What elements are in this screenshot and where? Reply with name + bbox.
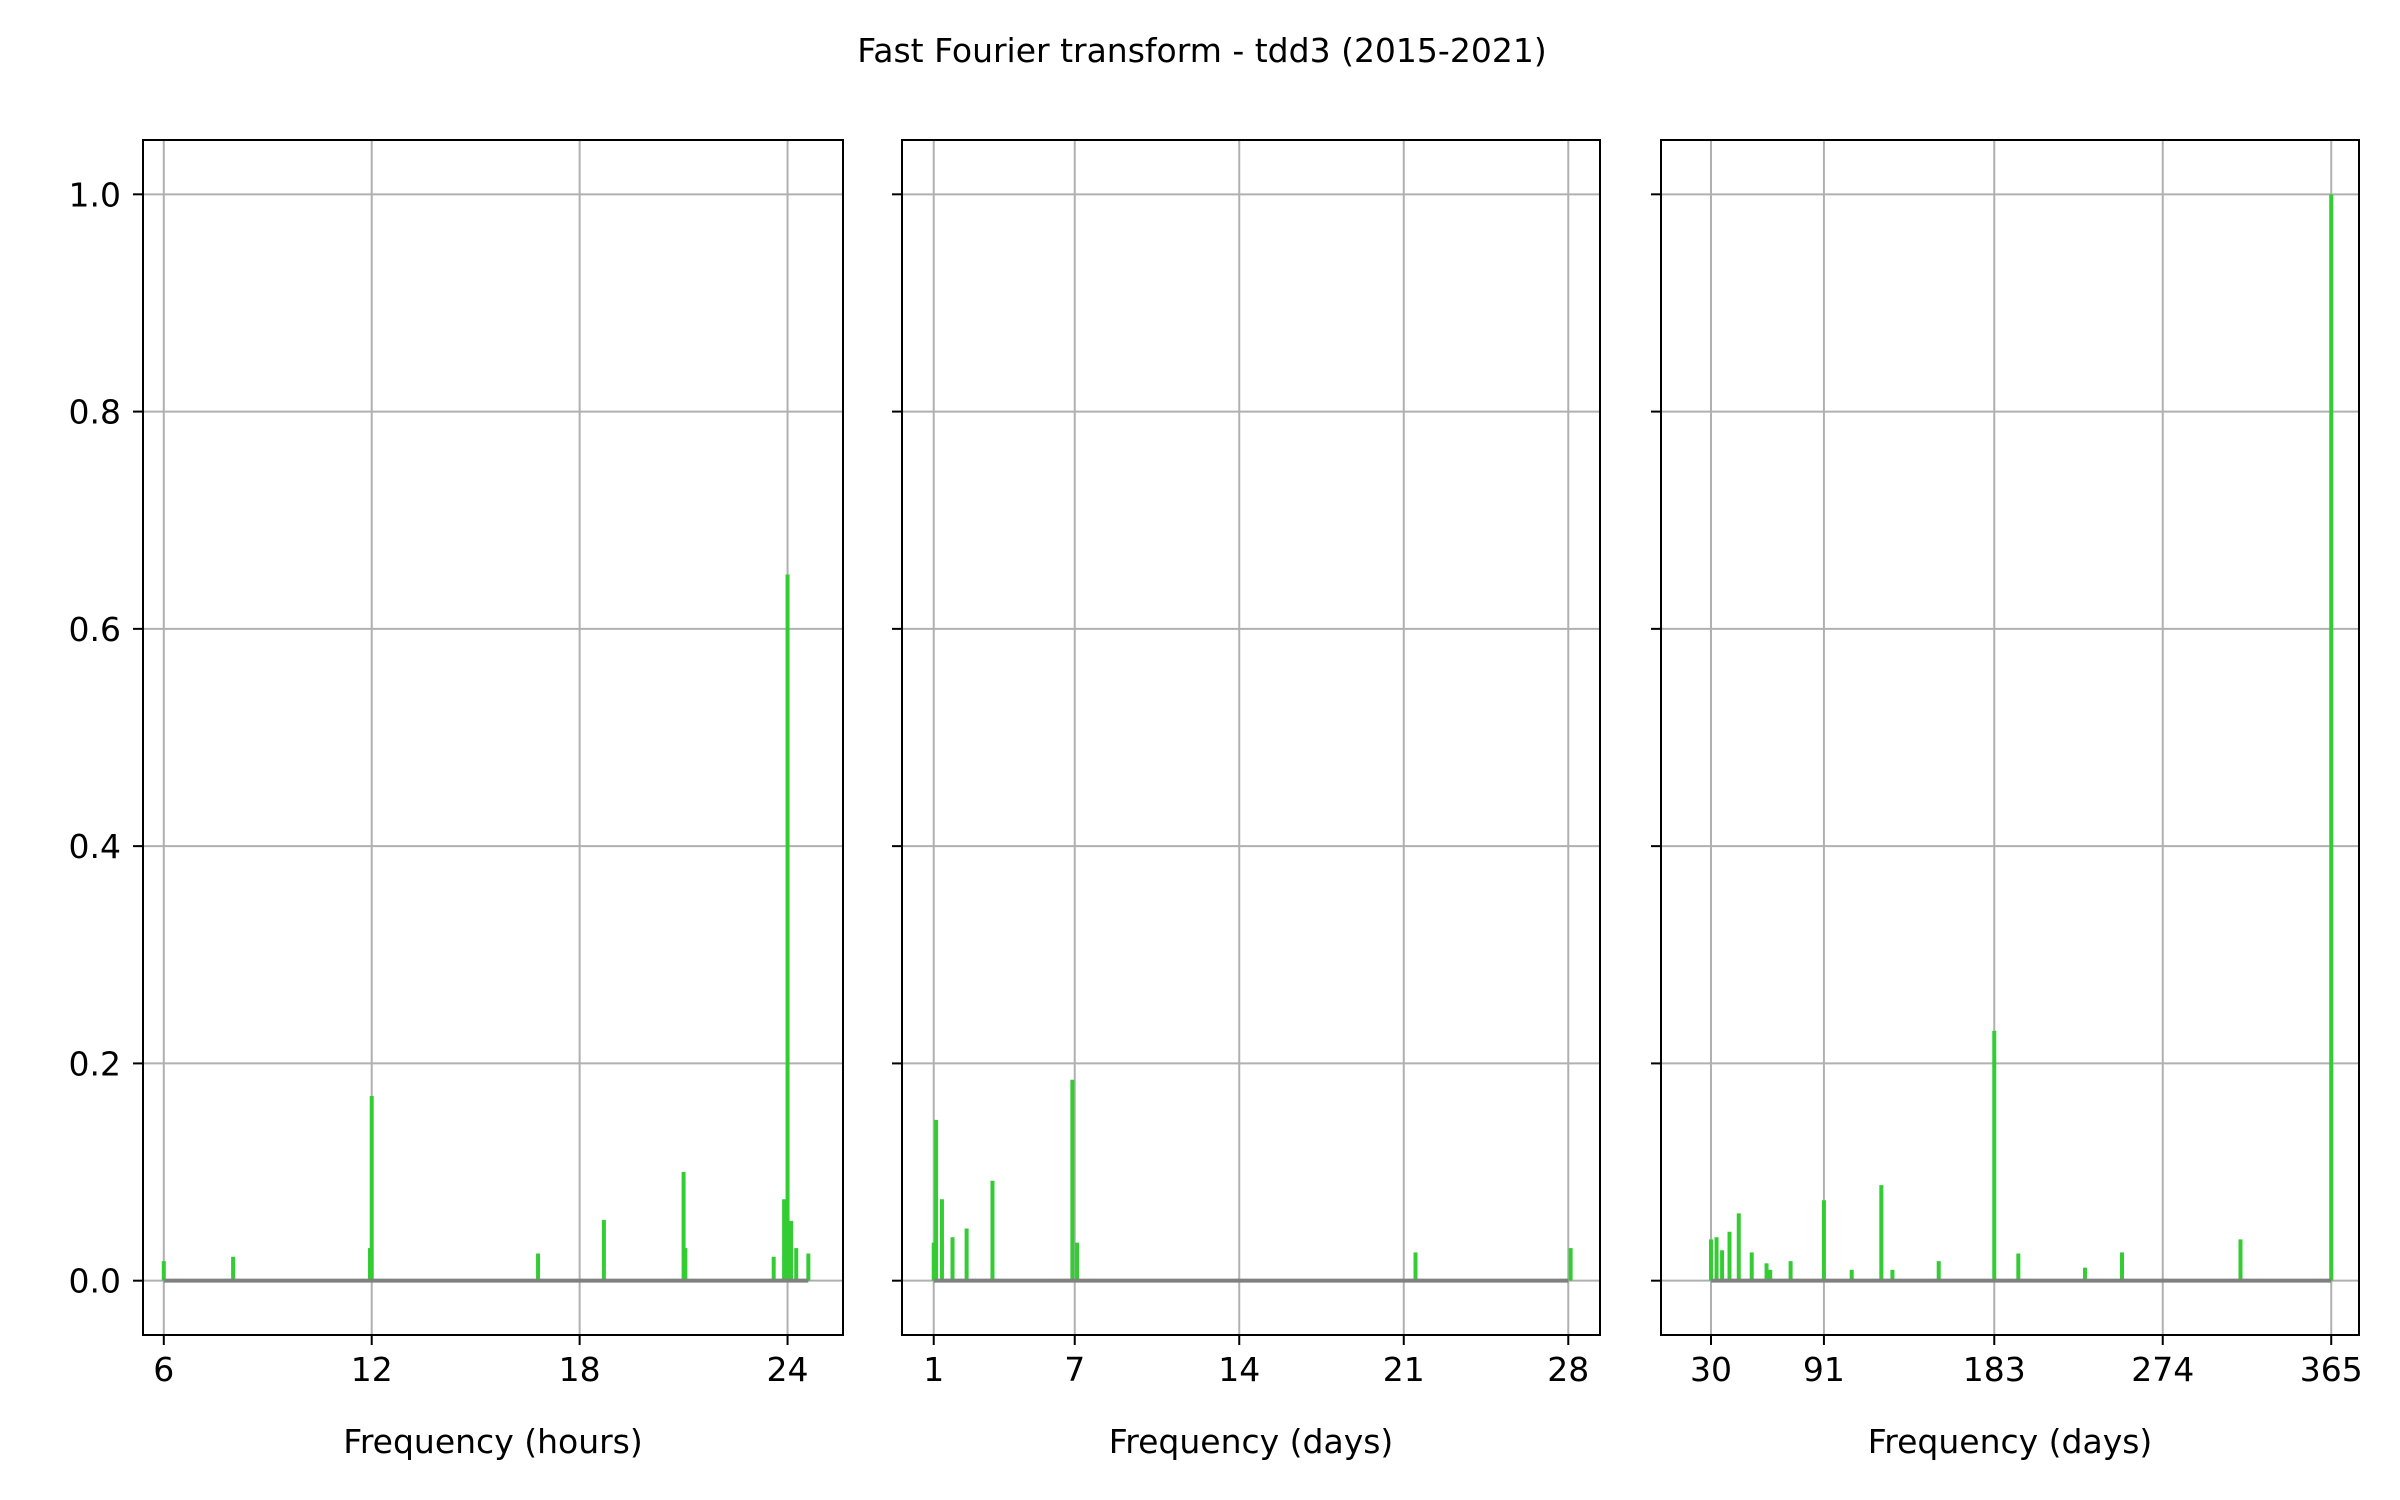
subplot-3: 30 91 183 274 365 Frequency (days): [1651, 139, 2363, 1461]
x-tick-label: 365: [2300, 1350, 2363, 1389]
axes-frame: [142, 139, 844, 1336]
x-axis-label: Frequency (days): [1109, 1422, 1394, 1461]
x-tick-label: 12: [351, 1350, 393, 1389]
x-tick-label: 183: [1963, 1350, 2026, 1389]
x-axis-label: Frequency (days): [1868, 1422, 2153, 1461]
subplot-1: 6 12 18 24 Frequency (hours) 0.0 0.2 0.4 0.6 0.8 1…: [69, 139, 844, 1461]
x-tick-label: 30: [1690, 1350, 1732, 1389]
x-tick-label: 1: [923, 1350, 944, 1389]
x-tick-label: 14: [1218, 1350, 1260, 1389]
x-tick-label: 18: [559, 1350, 601, 1389]
x-tick-label: 6: [153, 1350, 174, 1389]
subplots: 6 12 18 24 Frequency (hours) 0.0 0.2 0.4 0.6 0.8 1…: [69, 139, 2363, 1461]
y-tick-label: 1.0: [69, 175, 121, 214]
subplot-2: 1 7 14 21 28 Frequency (days): [892, 139, 1601, 1461]
axes-frame: [901, 139, 1601, 1336]
y-tick-label: 0.2: [69, 1044, 121, 1083]
x-tick-label: 21: [1383, 1350, 1425, 1389]
x-tick-label: 91: [1803, 1350, 1845, 1389]
axes-frame: [1660, 139, 2360, 1336]
x-axis-label: Frequency (hours): [343, 1422, 643, 1461]
x-tick-label: 274: [2131, 1350, 2194, 1389]
y-tick-label: 0.6: [69, 610, 121, 649]
figure-title: Fast Fourier transform - tdd3 (2015-2021…: [857, 31, 1546, 70]
x-tick-label: 24: [767, 1350, 809, 1389]
y-tick-label: 0.4: [69, 827, 121, 866]
y-tick-label: 0.0: [69, 1262, 121, 1301]
y-tick-label: 0.8: [69, 393, 121, 432]
x-tick-label: 7: [1064, 1350, 1085, 1389]
x-tick-label: 28: [1547, 1350, 1589, 1389]
